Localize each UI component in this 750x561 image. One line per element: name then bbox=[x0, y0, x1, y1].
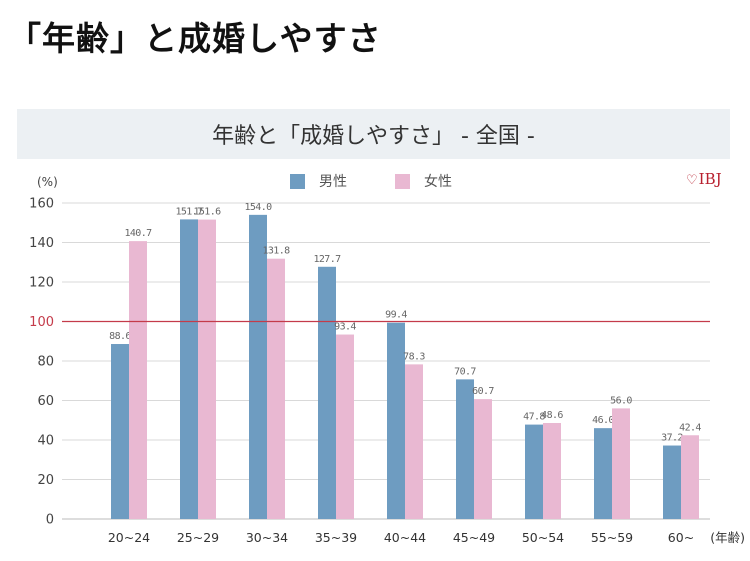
x-tick-label: 55~59 bbox=[591, 530, 633, 545]
data-label-female: 78.3 bbox=[403, 351, 425, 362]
bar-male bbox=[663, 445, 681, 519]
data-label-male: 99.4 bbox=[385, 310, 407, 321]
y-tick-label: 80 bbox=[37, 355, 54, 370]
bar-male bbox=[525, 424, 543, 519]
bar-female bbox=[336, 334, 354, 519]
data-label-male: 154.0 bbox=[244, 202, 272, 213]
bar-female bbox=[198, 219, 216, 519]
legend-male-swatch bbox=[290, 173, 305, 189]
x-tick-label: 25~29 bbox=[177, 530, 219, 545]
brand-text: IBJ bbox=[698, 170, 722, 188]
bar-female bbox=[405, 364, 423, 519]
y-tick-label: 60 bbox=[37, 394, 54, 409]
legend-male: 男性 bbox=[290, 172, 347, 190]
bar-male bbox=[180, 219, 198, 519]
reference-line-label: 100 bbox=[29, 315, 54, 330]
y-tick-label: 40 bbox=[37, 434, 54, 449]
x-tick-label: 20~24 bbox=[108, 530, 150, 545]
data-label-male: 46.0 bbox=[592, 415, 614, 426]
y-tick-label: 140 bbox=[29, 236, 54, 251]
y-tick-label: 120 bbox=[29, 276, 54, 291]
data-label-female: 48.6 bbox=[541, 410, 563, 421]
x-tick-label: 50~54 bbox=[522, 530, 564, 545]
y-tick-label: 160 bbox=[29, 197, 54, 212]
x-tick-label: 30~34 bbox=[246, 530, 288, 545]
data-label-female: 56.0 bbox=[610, 395, 632, 406]
page-heading: 「年齢」と成婚しやすさ bbox=[8, 19, 382, 58]
heart-icon: ♡ bbox=[686, 173, 698, 188]
bar-female bbox=[612, 408, 630, 519]
bar-male bbox=[456, 379, 474, 519]
legend-female-label: 女性 bbox=[424, 174, 452, 190]
legend-male-label: 男性 bbox=[319, 174, 347, 190]
bar-male bbox=[249, 214, 267, 519]
brand-logo: ♡IBJ bbox=[686, 170, 722, 188]
data-label-female: 60.7 bbox=[472, 386, 494, 397]
data-label-male: 127.7 bbox=[313, 254, 341, 265]
bar-male bbox=[111, 344, 129, 519]
bar-female bbox=[681, 435, 699, 519]
y-tick-label: 20 bbox=[37, 473, 54, 488]
legend-female: 女性 bbox=[395, 172, 452, 190]
bar-female bbox=[543, 423, 561, 519]
y-tick-label: 0 bbox=[46, 513, 54, 528]
data-label-female: 151.6 bbox=[193, 207, 221, 218]
data-label-male: 37.2 bbox=[661, 433, 683, 444]
data-label-male: 47.8 bbox=[523, 412, 545, 423]
x-tick-label: 45~49 bbox=[453, 530, 495, 545]
legend-female-swatch bbox=[395, 173, 410, 189]
bar-female bbox=[267, 258, 285, 519]
bar-female bbox=[474, 399, 492, 519]
x-tick-label: 40~44 bbox=[384, 530, 426, 545]
bar-male bbox=[387, 322, 405, 519]
x-tick-label: 35~39 bbox=[315, 530, 357, 545]
data-label-female: 140.7 bbox=[124, 228, 152, 239]
bar-female bbox=[129, 241, 147, 519]
data-label-male: 70.7 bbox=[454, 366, 476, 377]
bar-male bbox=[318, 266, 336, 519]
chart-title: 年齢と「成婚しやすさ」 - 全国 - bbox=[212, 124, 535, 149]
data-label-female: 131.8 bbox=[262, 246, 290, 257]
bar-male bbox=[594, 428, 612, 519]
data-label-female: 42.4 bbox=[679, 422, 701, 433]
data-label-male: 88.6 bbox=[109, 331, 131, 342]
chart-title-banner: 年齢と「成婚しやすさ」 - 全国 - bbox=[17, 109, 730, 159]
data-label-female: 93.4 bbox=[334, 322, 356, 333]
data-label-male: 151.7 bbox=[175, 206, 203, 217]
x-axis-unit: (年齢) bbox=[710, 530, 745, 545]
x-tick-label: 60~ bbox=[668, 530, 694, 545]
y-axis-unit: (%) bbox=[37, 175, 58, 189]
